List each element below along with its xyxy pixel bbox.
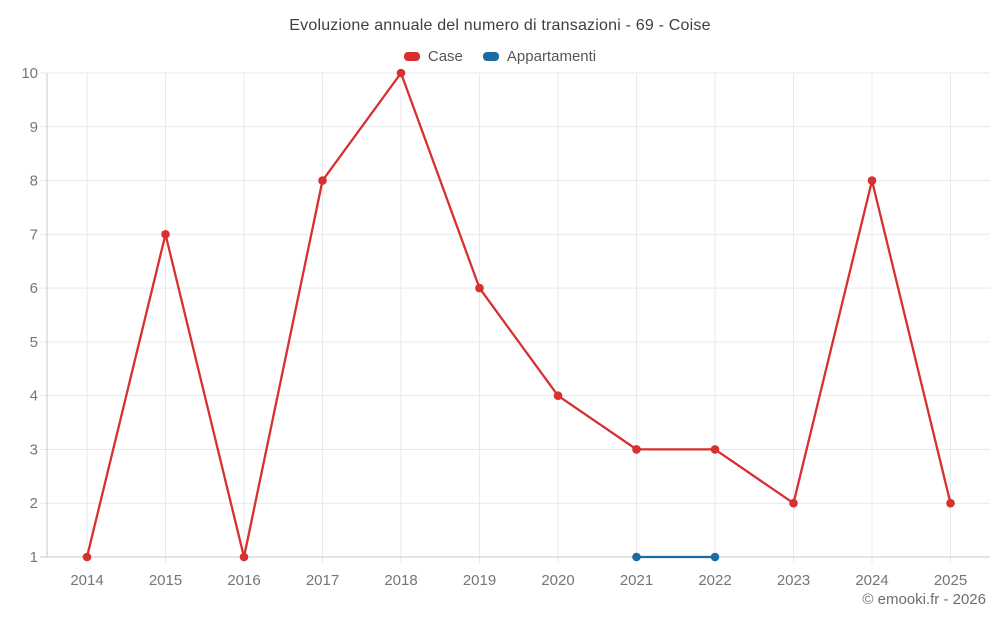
x-tick-label: 2023 (777, 572, 810, 589)
data-point-case[interactable] (867, 176, 877, 185)
y-tick-label: 4 (30, 388, 38, 405)
data-point-appartamenti[interactable] (710, 552, 720, 562)
data-point-case[interactable] (396, 68, 406, 78)
x-tick-label: 2025 (934, 572, 967, 589)
x-tick-label: 2018 (384, 572, 417, 589)
y-tick-label: 5 (30, 334, 38, 351)
legend-swatch-appartamenti-icon (482, 51, 499, 61)
data-point-case[interactable] (82, 552, 92, 562)
x-tick-label: 2020 (541, 572, 574, 589)
series-line-case (85, 71, 952, 559)
chart-legend: Case Appartamenti (0, 46, 1000, 66)
legend-swatch-case-icon (403, 51, 420, 61)
data-point-case[interactable] (239, 552, 249, 562)
x-tick-label: 2016 (227, 572, 260, 589)
y-tick-label: 9 (30, 119, 38, 136)
x-tick-label: 2019 (463, 572, 496, 589)
x-tick-label: 2015 (149, 572, 182, 589)
x-tick-label: 2022 (698, 572, 731, 589)
data-point-case[interactable] (318, 176, 327, 185)
y-tick-label: 2 (30, 495, 38, 512)
data-point-case[interactable] (632, 445, 641, 454)
data-point-case[interactable] (553, 391, 563, 401)
y-tick-label: 10 (21, 65, 38, 82)
legend-item-case[interactable]: Case (403, 47, 463, 65)
data-point-appartamenti[interactable] (632, 552, 641, 562)
y-tick-label: 3 (30, 441, 38, 458)
attribution-link[interactable]: © emooki.fr - 2026 (862, 591, 986, 608)
data-point-case[interactable] (946, 498, 955, 508)
x-tick-label: 2024 (855, 572, 888, 589)
legend-label-appartamenti: Appartamenti (506, 47, 597, 65)
data-point-case[interactable] (161, 230, 170, 239)
legend-item-appartamenti[interactable]: Appartamenti (482, 47, 597, 65)
y-tick-label: 1 (30, 549, 38, 566)
x-tick-label: 2017 (306, 572, 339, 589)
data-point-case[interactable] (475, 283, 484, 293)
x-tick-label: 2014 (70, 572, 103, 589)
x-tick-label: 2021 (620, 572, 653, 589)
y-tick-label: 7 (30, 226, 38, 243)
y-tick-label: 6 (30, 280, 38, 297)
data-point-case[interactable] (789, 498, 798, 508)
legend-label-case: Case (427, 47, 463, 65)
chart-title: Evoluzione annuale del numero di transaz… (289, 17, 711, 34)
data-point-case[interactable] (710, 445, 720, 454)
y-tick-label: 8 (30, 173, 38, 190)
